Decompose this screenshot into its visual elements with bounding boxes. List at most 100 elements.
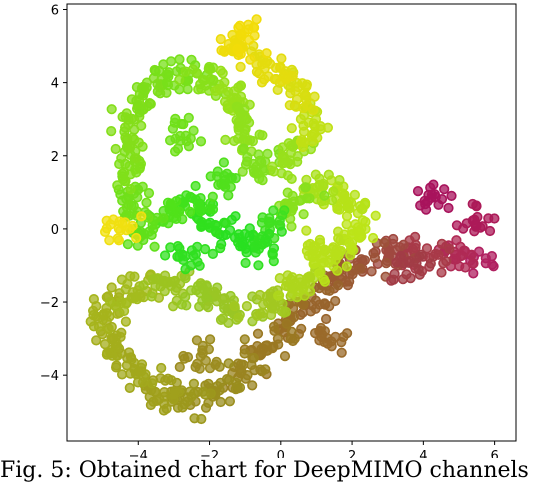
data-point	[221, 374, 233, 385]
data-point	[430, 248, 441, 259]
data-point	[106, 104, 117, 115]
data-point	[159, 387, 170, 398]
data-point	[414, 269, 425, 280]
x-tick-label: −4	[129, 449, 148, 458]
data-point	[185, 206, 196, 217]
data-point	[261, 48, 272, 59]
x-tick-label: 4	[419, 449, 427, 458]
data-point	[216, 45, 227, 56]
data-point	[309, 91, 320, 102]
data-point	[323, 169, 334, 180]
data-point	[305, 306, 316, 317]
data-point	[257, 130, 268, 141]
figure-caption: Fig. 5: Obtained chart for DeepMIMO chan…	[0, 458, 529, 483]
data-point	[193, 84, 204, 95]
data-point	[470, 221, 482, 232]
data-point	[328, 242, 339, 253]
data-point	[468, 258, 479, 269]
data-point	[136, 211, 147, 222]
data-point	[468, 268, 479, 279]
data-point	[97, 314, 109, 325]
data-point	[252, 341, 263, 352]
data-point	[215, 33, 226, 45]
data-point	[126, 113, 137, 124]
data-point	[136, 120, 147, 131]
data-point	[108, 214, 119, 225]
data-point	[344, 238, 355, 249]
data-point	[438, 258, 449, 269]
data-point	[322, 333, 333, 344]
data-point	[261, 340, 273, 351]
data-point	[112, 233, 123, 244]
data-point	[188, 125, 199, 136]
data-point	[287, 190, 298, 201]
data-point	[278, 70, 290, 81]
data-point	[366, 266, 377, 277]
data-point	[219, 77, 230, 88]
data-point	[129, 134, 140, 145]
data-point	[235, 61, 246, 73]
data-point	[174, 74, 185, 85]
data-point	[444, 243, 455, 254]
data-point	[178, 350, 189, 362]
data-point	[180, 273, 191, 284]
data-point	[180, 264, 191, 275]
data-point	[235, 48, 246, 60]
data-point	[151, 212, 162, 223]
data-point	[233, 312, 244, 323]
data-point	[175, 130, 186, 142]
data-point	[253, 149, 264, 160]
data-point	[181, 136, 192, 147]
data-point	[239, 334, 250, 345]
data-point	[258, 299, 269, 310]
data-point	[391, 257, 402, 268]
data-point	[296, 134, 308, 146]
data-point	[239, 113, 250, 124]
data-point	[110, 143, 121, 155]
data-point	[207, 248, 218, 259]
data-point	[113, 223, 124, 234]
data-point	[252, 310, 263, 322]
data-point	[256, 366, 268, 377]
data-point	[223, 358, 234, 369]
data-point	[125, 184, 136, 195]
data-point	[225, 181, 236, 193]
data-point	[276, 168, 287, 179]
data-point	[180, 291, 191, 303]
data-point	[200, 389, 211, 400]
data-point	[257, 59, 268, 70]
data-point	[166, 56, 177, 67]
data-point	[313, 245, 324, 257]
data-point	[254, 289, 265, 301]
data-point	[203, 302, 214, 313]
data-point	[239, 348, 250, 359]
data-point	[411, 258, 422, 269]
data-point	[235, 80, 246, 91]
data-point	[209, 286, 220, 298]
data-point	[131, 95, 142, 106]
data-point	[425, 258, 436, 269]
data-point	[137, 181, 148, 192]
x-tick-label: 2	[348, 449, 356, 458]
data-point	[246, 359, 257, 371]
data-point	[183, 112, 194, 123]
data-point	[301, 225, 312, 236]
data-point	[318, 180, 329, 191]
data-point	[252, 328, 264, 339]
data-point	[220, 218, 231, 229]
data-point	[103, 324, 114, 335]
data-point	[188, 378, 199, 389]
data-point	[303, 250, 314, 261]
data-point	[131, 153, 142, 164]
data-point	[253, 260, 264, 271]
data-point	[245, 54, 256, 65]
data-point	[314, 326, 325, 337]
data-point	[168, 301, 179, 312]
data-point	[88, 310, 99, 321]
data-point	[124, 382, 135, 394]
data-point	[132, 377, 144, 388]
data-point	[220, 134, 231, 145]
data-point	[301, 81, 312, 92]
data-point	[336, 337, 347, 348]
data-point	[191, 67, 203, 79]
